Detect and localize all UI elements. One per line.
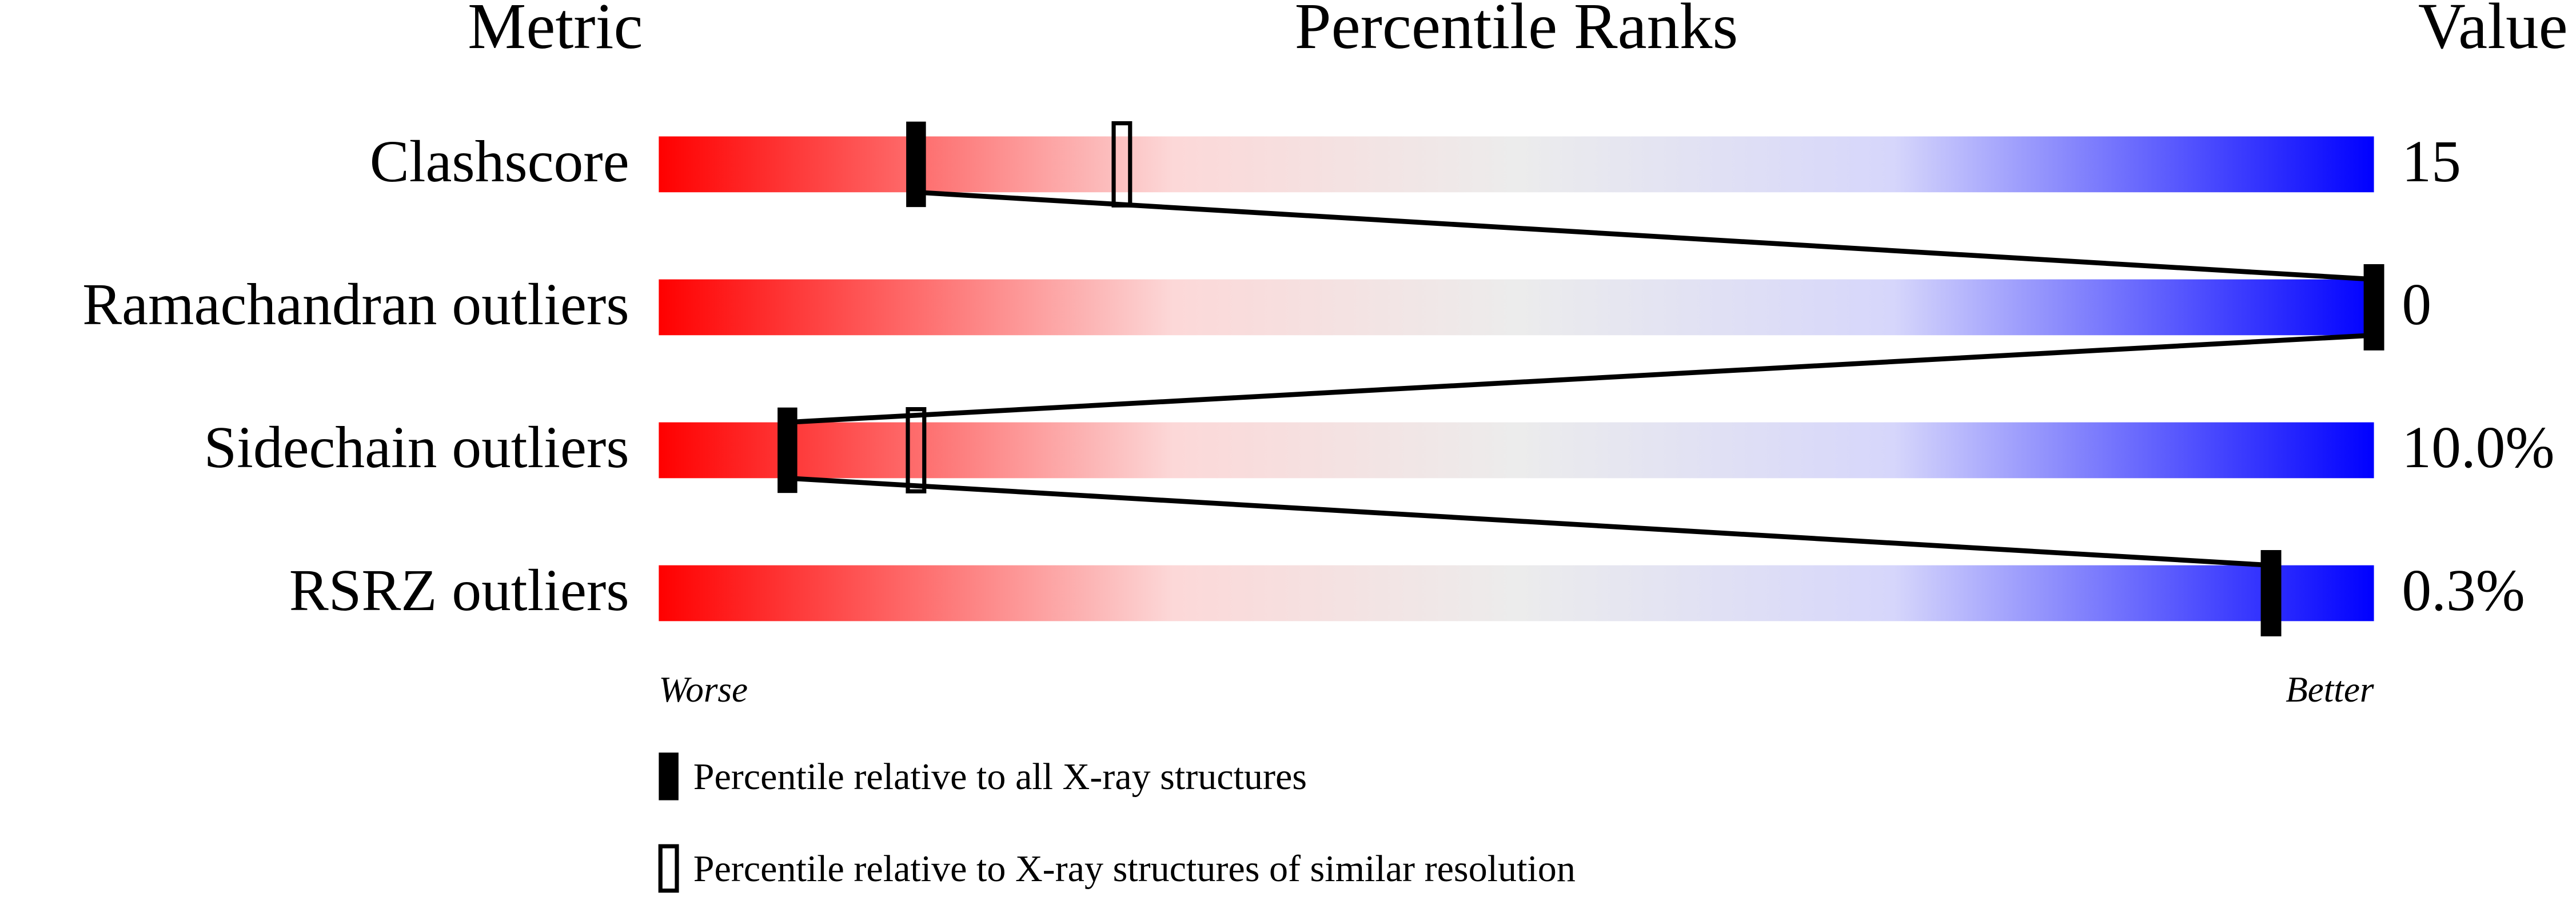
value-label: 15 (2402, 129, 2461, 194)
value-label: 0 (2402, 272, 2431, 337)
percentile-bar (659, 279, 2374, 336)
value-label: 0.3% (2402, 558, 2525, 623)
chart-title: Percentile Ranks (1295, 0, 1738, 62)
percentile-marker-filled (906, 121, 926, 208)
metric-label: RSRZ outliers (289, 558, 629, 623)
percentile-marker-filled (2364, 264, 2384, 351)
percentile-marker-filled (777, 407, 797, 493)
value-header: Value (2418, 0, 2568, 62)
percentile-bar (659, 422, 2374, 479)
value-label: 10.0% (2402, 415, 2554, 480)
percentile-bar (659, 136, 2374, 193)
metric-header: Metric (468, 0, 643, 62)
metric-label: Sidechain outliers (204, 415, 629, 480)
connector-line (787, 332, 2374, 425)
better-label: Better (2286, 670, 2374, 710)
connector-line (916, 189, 2374, 282)
metric-label: Clashscore (370, 129, 629, 194)
percentile-marker-outline (906, 407, 927, 493)
worse-label: Worse (659, 670, 748, 710)
percentile-marker-filled (2261, 550, 2281, 636)
legend-swatch (659, 752, 679, 801)
percentile-bar (659, 565, 2374, 622)
legend-label: Percentile relative to X-ray structures … (693, 848, 1576, 890)
legend-swatch (658, 844, 679, 893)
metric-label: Ramachandran outliers (82, 272, 629, 337)
percentile-marker-outline (1111, 121, 1133, 208)
legend-label: Percentile relative to all X-ray structu… (693, 756, 1307, 798)
connector-line (787, 475, 2271, 568)
